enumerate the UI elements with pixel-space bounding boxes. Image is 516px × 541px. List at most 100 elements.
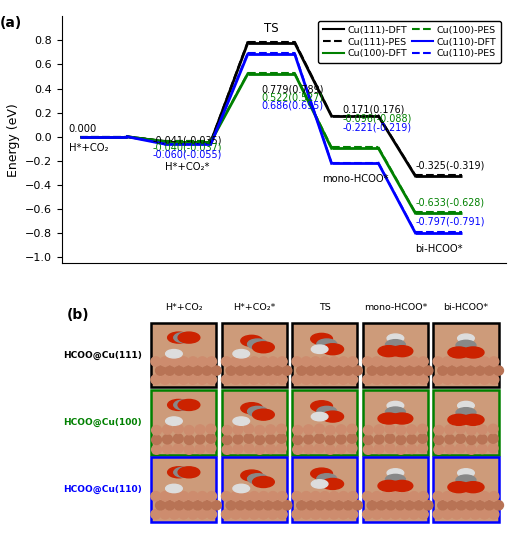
Ellipse shape [259, 357, 268, 366]
Ellipse shape [174, 467, 194, 477]
Ellipse shape [489, 510, 499, 519]
Ellipse shape [409, 357, 419, 366]
Ellipse shape [452, 357, 461, 366]
Ellipse shape [447, 366, 457, 375]
Ellipse shape [160, 357, 170, 366]
Ellipse shape [391, 510, 400, 519]
Ellipse shape [222, 435, 232, 445]
Ellipse shape [188, 510, 198, 519]
Ellipse shape [417, 424, 427, 433]
Ellipse shape [160, 492, 170, 501]
Ellipse shape [458, 334, 474, 342]
Ellipse shape [233, 434, 243, 444]
Ellipse shape [385, 474, 406, 484]
Ellipse shape [396, 426, 406, 435]
Text: 0.000: 0.000 [69, 124, 97, 134]
Ellipse shape [452, 375, 461, 384]
Ellipse shape [363, 492, 373, 501]
Ellipse shape [322, 344, 344, 355]
Ellipse shape [311, 492, 320, 501]
Ellipse shape [391, 357, 400, 366]
Bar [363, 458, 428, 522]
Bar [363, 323, 428, 387]
Ellipse shape [336, 434, 346, 444]
Text: -0.096(-0.088): -0.096(-0.088) [343, 113, 412, 123]
Ellipse shape [347, 444, 357, 453]
Ellipse shape [447, 500, 457, 510]
Ellipse shape [170, 510, 179, 519]
Ellipse shape [434, 435, 444, 445]
Ellipse shape [252, 409, 275, 420]
Ellipse shape [320, 375, 330, 384]
Ellipse shape [363, 375, 373, 384]
Ellipse shape [385, 407, 406, 417]
Ellipse shape [245, 366, 254, 375]
Ellipse shape [226, 500, 236, 510]
Ellipse shape [248, 406, 267, 417]
Ellipse shape [461, 492, 471, 501]
Ellipse shape [414, 366, 424, 375]
Ellipse shape [179, 375, 189, 384]
Ellipse shape [198, 510, 207, 519]
Ellipse shape [377, 500, 386, 510]
Ellipse shape [241, 470, 263, 481]
Ellipse shape [272, 366, 282, 375]
Ellipse shape [445, 434, 455, 444]
Text: TS: TS [264, 23, 279, 36]
Ellipse shape [385, 424, 395, 433]
Ellipse shape [457, 366, 466, 375]
Ellipse shape [268, 492, 278, 501]
Ellipse shape [222, 445, 232, 454]
Ellipse shape [193, 366, 203, 375]
Text: -0.221(-0.219): -0.221(-0.219) [343, 122, 412, 132]
Ellipse shape [188, 357, 198, 366]
Ellipse shape [163, 444, 172, 453]
Ellipse shape [151, 375, 160, 384]
Ellipse shape [233, 349, 250, 358]
Ellipse shape [352, 500, 362, 510]
Ellipse shape [163, 425, 172, 434]
Ellipse shape [188, 492, 198, 501]
Ellipse shape [311, 412, 328, 421]
Ellipse shape [306, 500, 316, 510]
Ellipse shape [315, 500, 325, 510]
Ellipse shape [244, 434, 254, 443]
Ellipse shape [471, 357, 480, 366]
Ellipse shape [409, 510, 419, 519]
Ellipse shape [372, 492, 382, 501]
Ellipse shape [378, 480, 400, 491]
Ellipse shape [480, 492, 490, 501]
Bar [151, 458, 216, 522]
Ellipse shape [278, 357, 287, 366]
Ellipse shape [303, 444, 313, 453]
Ellipse shape [462, 347, 484, 358]
Bar [222, 323, 287, 387]
Ellipse shape [198, 492, 207, 501]
Ellipse shape [329, 510, 339, 519]
Ellipse shape [173, 444, 183, 453]
Ellipse shape [170, 375, 179, 384]
Ellipse shape [343, 500, 353, 510]
Text: 0.779(0.789): 0.779(0.789) [261, 84, 324, 94]
Bar [151, 390, 216, 455]
Ellipse shape [423, 366, 433, 375]
Text: -0.633(-0.628): -0.633(-0.628) [415, 197, 485, 207]
Ellipse shape [466, 445, 476, 454]
Ellipse shape [329, 492, 339, 501]
Ellipse shape [475, 500, 485, 510]
Ellipse shape [317, 339, 337, 349]
Ellipse shape [266, 434, 276, 444]
Ellipse shape [477, 444, 487, 453]
Ellipse shape [433, 375, 443, 384]
Ellipse shape [255, 445, 265, 454]
Ellipse shape [306, 366, 316, 375]
Ellipse shape [387, 334, 404, 342]
Ellipse shape [240, 492, 250, 501]
Ellipse shape [466, 435, 476, 445]
Ellipse shape [301, 492, 311, 501]
Ellipse shape [235, 366, 245, 375]
Ellipse shape [292, 357, 302, 366]
Ellipse shape [293, 426, 302, 435]
Ellipse shape [488, 434, 498, 443]
Ellipse shape [202, 366, 212, 375]
